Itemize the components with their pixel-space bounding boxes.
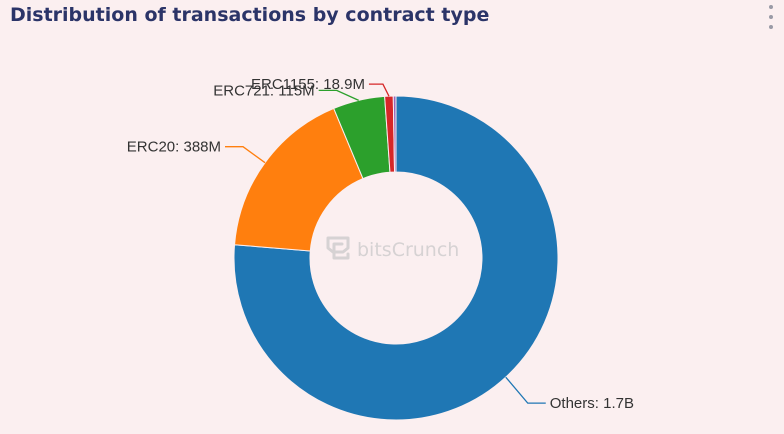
data-label-erc20: ERC20: 388M xyxy=(127,139,221,156)
data-label-others: Others: 1.7B xyxy=(550,395,634,412)
leader-line-erc1155 xyxy=(368,83,390,97)
leader-line-erc20 xyxy=(225,146,266,164)
leader-line-erc721 xyxy=(318,89,359,101)
bitscrunch-logo-icon xyxy=(326,236,350,260)
more-vertical-icon[interactable] xyxy=(764,2,778,32)
chart-labels: Others: 1.7B ERC20: 388M ERC721: 115MERC11… xyxy=(127,76,634,412)
leader-line-others xyxy=(505,376,546,404)
data-label-erc1155: ERC1155: 18.9M xyxy=(251,76,365,93)
chart-slices xyxy=(233,95,559,421)
data-label-erc721: ERC721: 115M xyxy=(213,82,314,99)
menu-dot xyxy=(769,5,773,9)
page-title: Distribution of transactions by contract… xyxy=(10,4,490,26)
watermark-text: bitsCrunch xyxy=(357,239,459,261)
slice-other[interactable] xyxy=(392,95,397,173)
slice-others[interactable] xyxy=(233,95,559,421)
menu-dot xyxy=(769,15,773,19)
watermark: bitsCrunch xyxy=(326,236,459,261)
menu-dot xyxy=(769,25,773,29)
